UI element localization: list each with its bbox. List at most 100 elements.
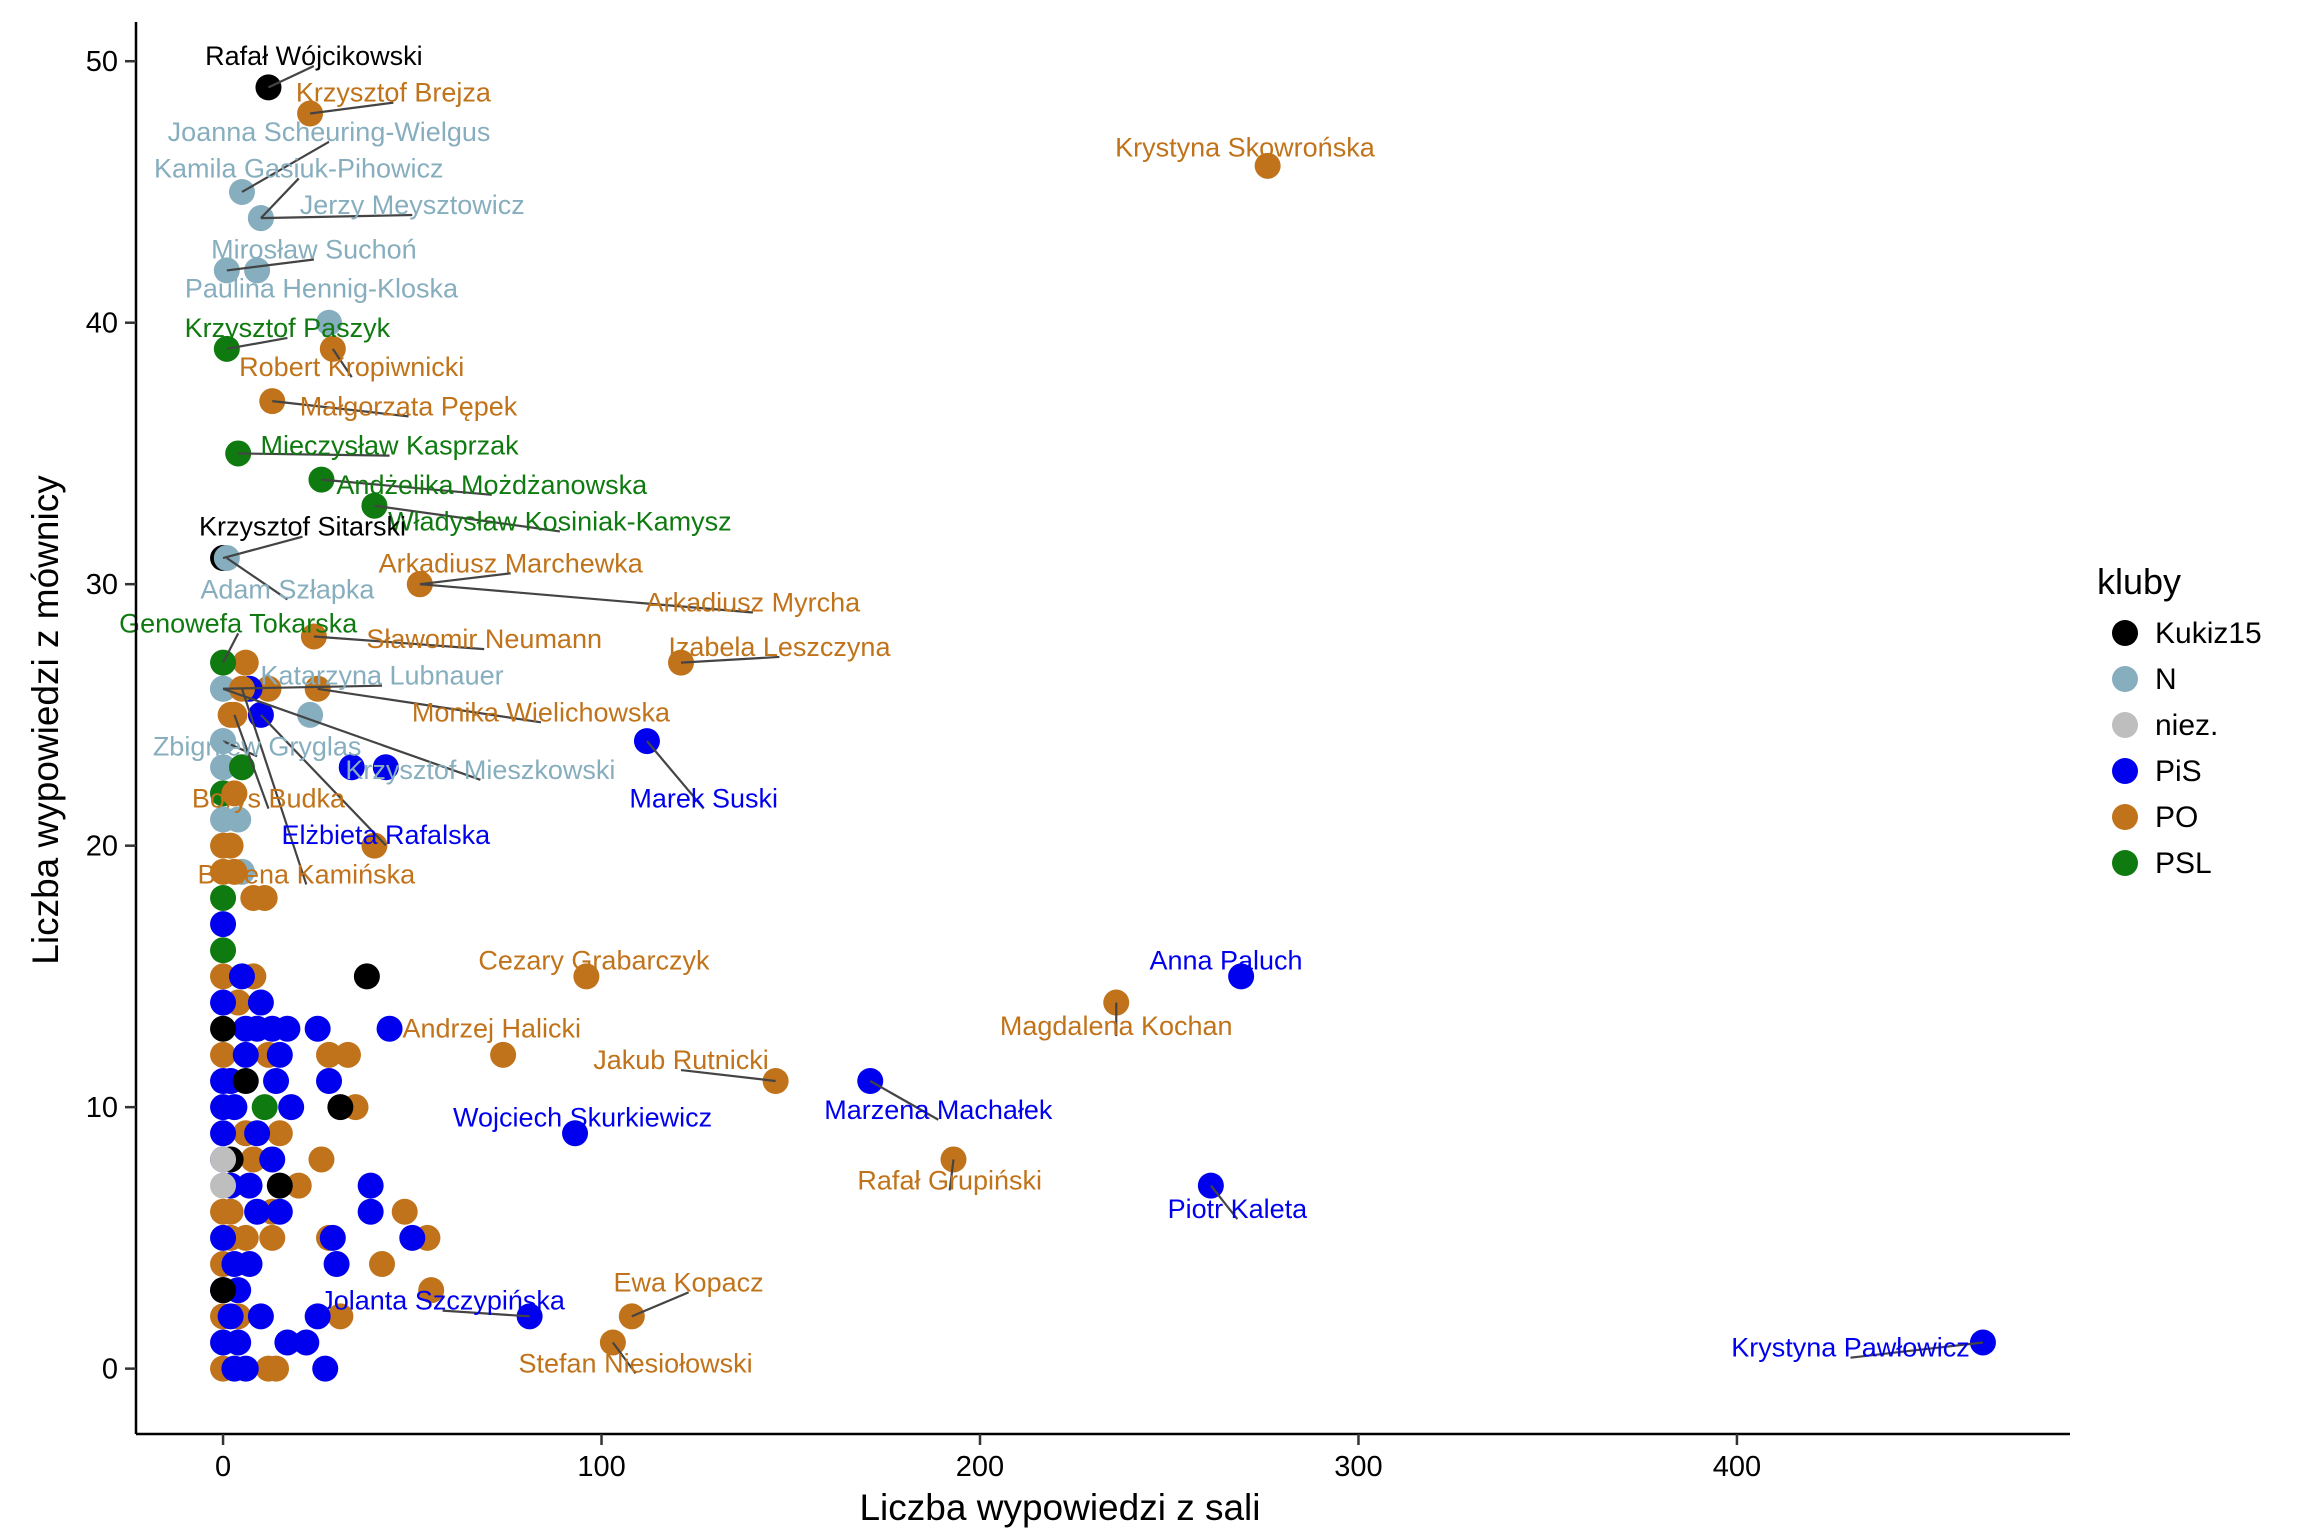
point-label: Cezary Grabarczyk [478, 946, 710, 976]
data-point [236, 1172, 263, 1199]
data-point [210, 1224, 237, 1251]
point-label: Robert Kropiwnicki [239, 352, 464, 382]
data-point [562, 1120, 589, 1147]
leader-line [1850, 1341, 1984, 1359]
data-point [323, 1251, 350, 1278]
data-point [210, 884, 237, 911]
x-tick-label: 400 [1713, 1451, 1761, 1483]
data-point [490, 1041, 517, 1068]
data-point [1228, 963, 1255, 990]
data-point [304, 1303, 331, 1330]
data-point [316, 1041, 343, 1068]
point-label: Izabela Leszczyna [668, 632, 891, 662]
data-point [372, 754, 399, 781]
leader-line [442, 1309, 530, 1318]
data-point [221, 780, 248, 807]
point-label: Stefan Niesiołowski [519, 1348, 753, 1378]
legend-key-po [2112, 804, 2138, 830]
leader-line [222, 632, 240, 664]
data-point [308, 1146, 335, 1173]
data-point [210, 937, 237, 964]
leader-line [317, 687, 542, 724]
data-point [232, 649, 259, 676]
data-point [225, 1329, 252, 1356]
data-point [263, 1355, 290, 1382]
data-point [210, 911, 237, 938]
point-label: Wojciech Skurkiewicz [453, 1103, 712, 1133]
leader-line [222, 687, 481, 781]
y-tick-label: 40 [86, 308, 118, 340]
data-point [357, 1198, 384, 1225]
point-label: Krzysztof Sitarski [199, 512, 406, 542]
legend-label: Kukiz15 [2155, 617, 2262, 650]
y-tick-label: 50 [86, 46, 118, 78]
data-point [210, 963, 237, 990]
data-point [391, 1198, 418, 1225]
data-point [319, 1224, 346, 1251]
data-point [266, 1120, 293, 1147]
leader-line [222, 535, 303, 560]
point-label: Bożena Kamińska [198, 859, 417, 889]
point-label: Krystyna Pawłowicz [1731, 1333, 1970, 1363]
data-point [316, 309, 343, 336]
data-point [210, 754, 237, 781]
data-point [353, 963, 380, 990]
y-tick-label: 30 [86, 569, 118, 601]
point-label: Monika Wielichowska [412, 697, 671, 727]
leader-line [233, 714, 270, 809]
data-point [399, 1224, 426, 1251]
leader-line [680, 1068, 776, 1083]
point-label: Piotr Kaleta [1168, 1194, 1309, 1224]
leader-line [331, 348, 353, 378]
leader-line [419, 583, 754, 614]
point-label: Paulina Hennig-Kloska [185, 274, 459, 304]
point-label: Borys Budka [192, 784, 346, 814]
point-label: Zbigniew Gryglas [153, 731, 362, 761]
data-point [210, 1015, 237, 1042]
y-axis-title: Liczba wypowiedzi z mównicy [25, 475, 66, 965]
point-label: Joanna Scheuring-Wielgus [168, 117, 491, 147]
y-tick-label: 0 [102, 1354, 118, 1386]
point-label: Krystyna Skowrońska [1115, 133, 1376, 163]
data-point [232, 1224, 259, 1251]
data-point [418, 1277, 445, 1304]
leader-line [241, 140, 330, 193]
point-label: Arkadiusz Myrcha [646, 587, 862, 617]
data-point [259, 1146, 286, 1173]
point-label: Elżbieta Rafalska [281, 820, 491, 850]
leader-line [631, 1291, 689, 1318]
data-point [327, 1094, 354, 1121]
x-tick-label: 200 [956, 1451, 1004, 1483]
point-label: Władysław Kosiniak-Kamysz [388, 506, 732, 536]
data-point [210, 1146, 237, 1173]
leader-line [1210, 1184, 1239, 1220]
data-point [274, 1015, 301, 1042]
data-point [278, 1094, 305, 1121]
leader-line [226, 336, 288, 350]
data-point [274, 1329, 301, 1356]
data-point [232, 1068, 259, 1094]
point-labels: Rafał Wójcikowski Krzysztof Brejza Joanna … [119, 41, 1970, 1378]
x-axis-title: Liczba wypowiedzi z sali [859, 1487, 1260, 1528]
x-tick-label: 0 [215, 1451, 231, 1483]
data-point [357, 1172, 384, 1199]
data-point [217, 832, 244, 859]
legend-label: PiS [2155, 755, 2202, 788]
data-point [293, 1329, 320, 1356]
axes: 0 100 200 300 400 0 10 20 30 40 50 [86, 22, 2070, 1483]
leader-line [948, 1159, 955, 1191]
data-point [266, 1041, 293, 1068]
data-point [221, 1094, 248, 1121]
data-point [210, 1120, 237, 1147]
leader-line [321, 478, 492, 496]
point-label: Magdalena Kochan [1000, 1011, 1233, 1041]
leader-line [240, 688, 308, 885]
point-label: Katarzyna Lubnauer [260, 661, 503, 691]
point-label: Jakub Rutnicki [593, 1045, 769, 1075]
legend-key-kukiz15 [2112, 620, 2138, 646]
data-point [244, 1198, 271, 1225]
data-point [228, 963, 255, 990]
data-point [361, 492, 388, 519]
leader-lines [222, 64, 1984, 1375]
